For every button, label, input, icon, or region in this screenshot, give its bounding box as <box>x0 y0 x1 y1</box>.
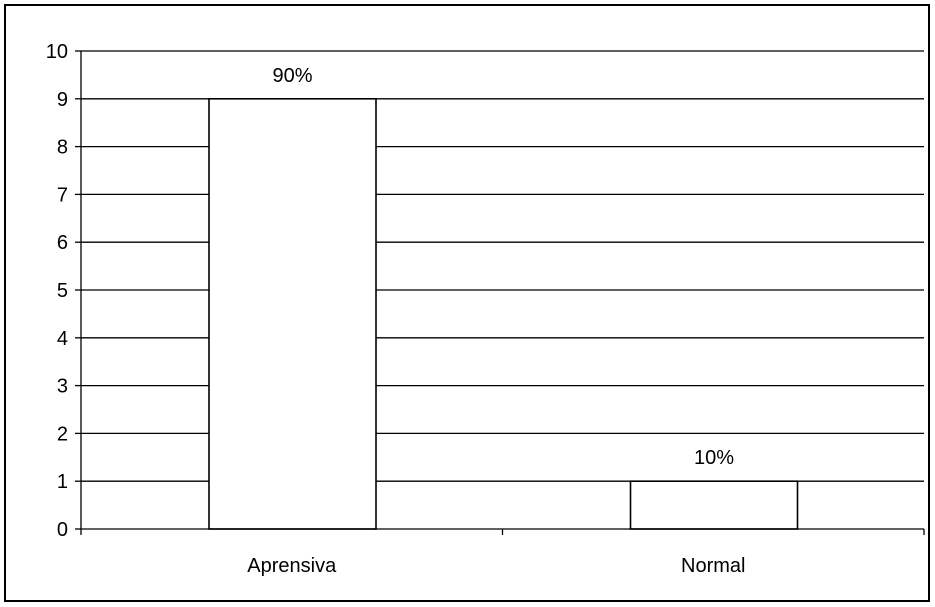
y-tick-label-4: 4 <box>57 328 68 350</box>
x-tick-label-normal: Normal <box>681 555 745 577</box>
gridlines <box>81 50 924 482</box>
y-tick-label-3: 3 <box>57 376 68 398</box>
y-tick-label-7: 7 <box>57 184 68 206</box>
bar-aprensiva <box>208 98 377 530</box>
y-tick-label-10: 10 <box>46 41 68 63</box>
bars <box>208 98 799 530</box>
y-tick-label-8: 8 <box>57 137 68 159</box>
y-tick-label-2: 2 <box>57 423 68 445</box>
y-tick-label-6: 6 <box>57 232 68 254</box>
x-tick-label-aprensiva: Aprensiva <box>247 555 337 577</box>
bar-chart: 0 1 2 3 4 5 6 7 8 9 10 90% Aprensiva 10% Normal <box>46 41 925 577</box>
data-label-aprensiva: 90% <box>272 65 312 87</box>
y-tick-label-1: 1 <box>57 471 68 493</box>
axes <box>75 50 925 535</box>
y-tick-label-0: 0 <box>57 519 68 541</box>
y-tick-label-5: 5 <box>57 280 68 302</box>
data-label-normal: 10% <box>694 447 734 469</box>
chart-frame: 0 1 2 3 4 5 6 7 8 9 10 90% Aprensiva 10% Normal <box>4 4 930 602</box>
labels: 0 1 2 3 4 5 6 7 8 9 10 90% Aprensiva 10% Normal <box>46 41 746 577</box>
bar-normal <box>629 480 799 530</box>
y-tick-label-9: 9 <box>57 89 68 111</box>
